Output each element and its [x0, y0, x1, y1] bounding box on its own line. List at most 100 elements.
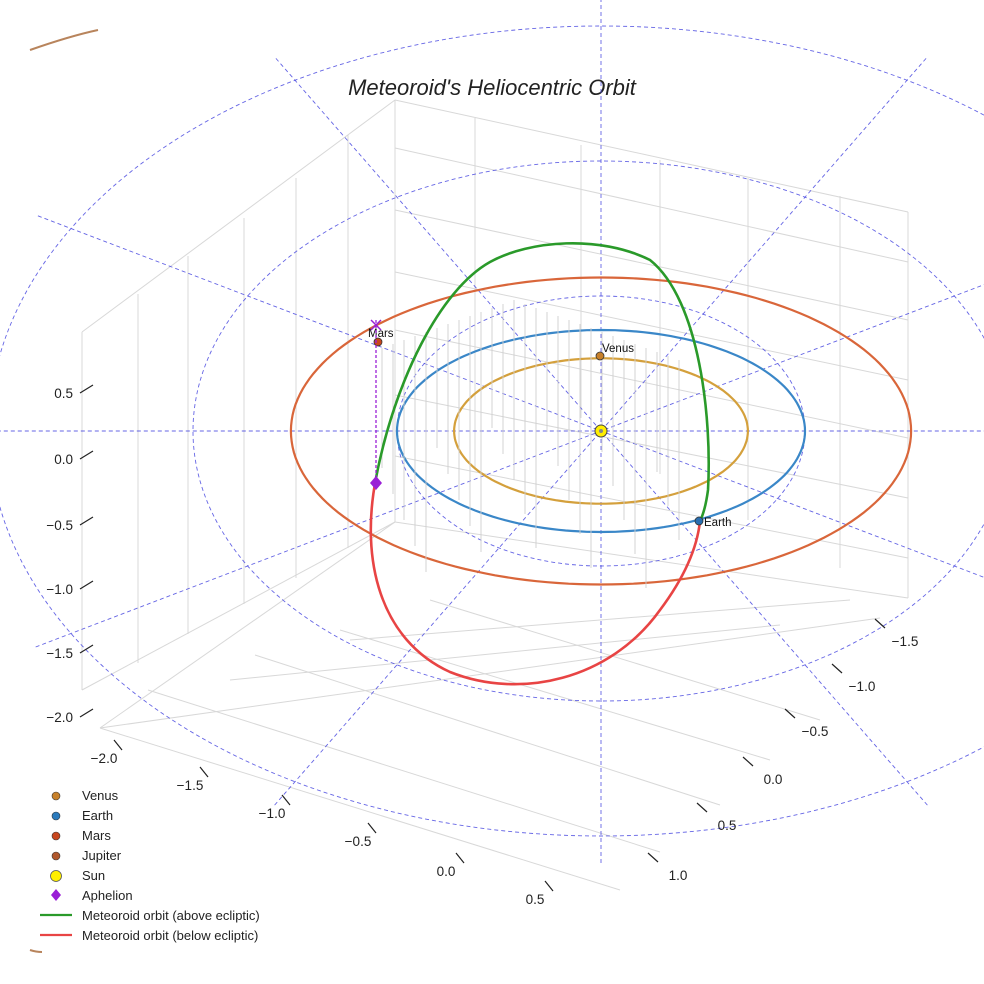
legend-circle-icon [51, 831, 61, 841]
y-tick-mark [647, 852, 659, 863]
legend-label: Jupiter [82, 848, 122, 864]
pane-grid-line [394, 521, 909, 599]
legend-circle-icon [51, 851, 61, 860]
reference-spoke [274, 56, 928, 806]
pane-grid-line [81, 521, 396, 691]
z-tick-label: −1.5 [46, 646, 73, 661]
z-tick-mark [79, 580, 94, 590]
reference-polar-grid [0, 0, 984, 863]
legend-label: Mars [82, 828, 111, 844]
mars-orbit [289, 276, 913, 586]
pane-grid-line [349, 599, 851, 641]
z-tick-mark [79, 384, 94, 394]
legend-label: Meteoroid orbit (below ecliptic) [82, 927, 259, 943]
y-tick-mark [742, 756, 754, 767]
meteoroid-orbit-below [369, 477, 702, 686]
legend-entry: Mars [38, 826, 260, 846]
z-tick-label: −2.0 [46, 710, 73, 725]
axis-ticks: −2.0 −1.5 −1.0 −0.5 0.0 0.5 −2.0 −1.5 −1.0 −0.5 0.… [46, 384, 919, 907]
reference-circle [0, 25, 984, 837]
earth-orbit [395, 328, 807, 534]
legend-diamond-icon [51, 889, 61, 902]
legend-label: Earth [82, 808, 114, 824]
pane-grid-line [81, 99, 396, 333]
z-tick-mark [79, 644, 94, 654]
meteoroid-orbit-above [374, 242, 711, 522]
legend-entry: Venus [38, 786, 260, 806]
legend-label: Venus [82, 788, 119, 804]
chart-title: Meteoroid's Heliocentric Orbit [348, 75, 637, 100]
y-tick-label: 1.0 [669, 868, 688, 883]
x-tick-mark [113, 739, 123, 751]
pane-grid-line [99, 521, 396, 729]
pane-grid-line [394, 209, 909, 321]
legend-symbol [40, 914, 72, 917]
y-tick-mark [696, 802, 708, 813]
pane-grid-line [394, 455, 909, 559]
legend-entry: Meteoroid orbit (above ecliptic) [38, 905, 260, 925]
jupiter-orbit [29, 29, 99, 51]
pane-grid-line [99, 617, 881, 729]
y-tick-label: 0.5 [718, 818, 737, 833]
axis-panes [81, 99, 909, 891]
x-tick-mark [281, 794, 291, 806]
legend-label: Aphelion [82, 887, 133, 903]
y-tick-label: 0.0 [764, 772, 783, 787]
x-tick-label: 0.0 [437, 864, 456, 879]
legend-entry: Aphelion [38, 885, 260, 905]
y-tick-label: −1.0 [849, 679, 876, 694]
pane-grid-line [394, 147, 909, 263]
reference-spoke [274, 56, 928, 806]
sun-core [599, 429, 603, 433]
pane-grid-line [254, 654, 721, 806]
legend-symbol [51, 811, 61, 821]
venus-label: Venus [602, 343, 634, 355]
legend-symbol [50, 869, 62, 882]
venus-marker [595, 351, 605, 361]
y-tick-label: −0.5 [802, 724, 829, 739]
venus-orbit [452, 357, 749, 505]
z-tick-label: −0.5 [46, 518, 73, 533]
legend-entry: Sun [38, 866, 260, 886]
y-tick-label: −1.5 [892, 634, 919, 649]
x-tick-label: −0.5 [345, 834, 372, 849]
z-tick-mark [79, 516, 94, 526]
legend-symbol [51, 831, 61, 841]
x-tick-label: −2.0 [91, 751, 118, 766]
z-tick-label: −1.0 [46, 582, 73, 597]
y-tick-mark [831, 663, 843, 674]
x-tick-mark [367, 822, 377, 834]
aphelion-top-cross [370, 319, 382, 331]
y-tick-mark [784, 708, 796, 719]
pane-grid-line [394, 329, 909, 439]
orbit-drop-lines [381, 300, 680, 588]
pane-grid-line [429, 599, 821, 721]
legend-entry: Jupiter [38, 846, 260, 866]
earth-label: Earth [704, 517, 732, 529]
legend-circle-icon [50, 869, 62, 882]
x-tick-mark [455, 852, 465, 864]
x-tick-label: −1.5 [177, 778, 204, 793]
pane-grid-line [99, 727, 621, 891]
planet-orbits [29, 29, 913, 953]
legend-label: Sun [82, 868, 106, 883]
x-tick-mark [544, 880, 554, 892]
legend-symbol [51, 889, 61, 902]
mars-label: Mars [368, 328, 394, 340]
x-tick-label: 0.5 [526, 892, 545, 907]
pane-grid-line [229, 624, 781, 681]
legend-symbol [51, 791, 61, 801]
meteoroid-orbit [369, 242, 711, 686]
legend: Venus Earth Mars Jupiter Sun Aphelion Meteoroi… [38, 786, 260, 945]
pane-grid-line [339, 629, 771, 761]
plot-points: Venus Earth Mars [368, 318, 732, 529]
legend-symbol [51, 851, 61, 860]
x-tick-mark [199, 766, 209, 778]
z-tick-label: 0.5 [54, 386, 73, 401]
legend-circle-icon [51, 811, 61, 821]
legend-entry: Earth [38, 806, 260, 826]
legend-symbol [40, 934, 72, 937]
z-tick-label: 0.0 [54, 452, 73, 467]
z-tick-mark [79, 708, 94, 718]
